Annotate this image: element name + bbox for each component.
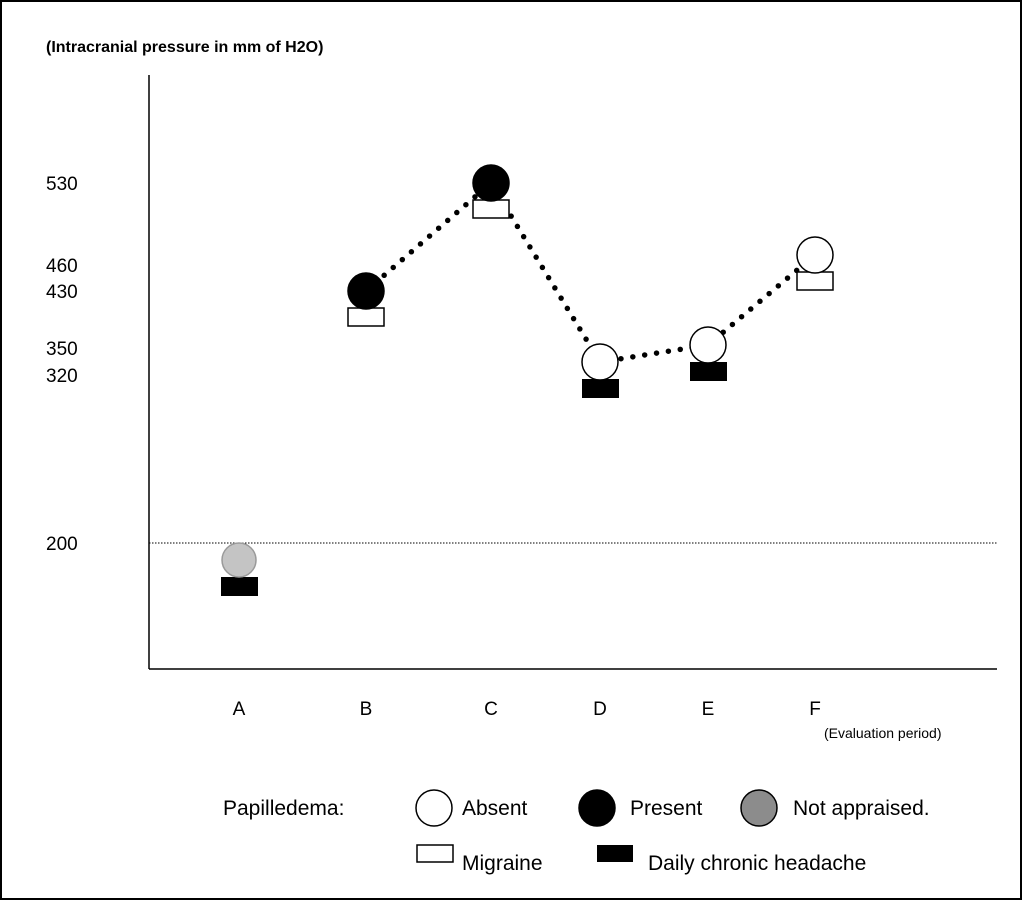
y-tick-460: 460	[46, 256, 78, 277]
x-category-labels: A B C D E F	[233, 699, 821, 720]
papilledema-marker-c	[472, 164, 510, 202]
legend-daily: Daily chronic headache	[648, 852, 866, 875]
data-marks	[221, 164, 834, 596]
headache-marker-c	[472, 199, 510, 219]
papilledema-marker-f	[796, 236, 834, 274]
trend-dotted-line	[363, 178, 818, 366]
y-tick-320: 320	[46, 366, 78, 387]
legend-absent-marker	[415, 789, 453, 827]
chart-title: (Intracranial pressure in mm of H2O)	[46, 39, 323, 56]
y-tick-530: 530	[46, 174, 78, 195]
y-tick-350: 350	[46, 339, 78, 360]
headache-marker-e	[690, 362, 727, 381]
legend-present: Present	[630, 797, 703, 820]
y-tick-200: 200	[46, 534, 78, 555]
legend-daily-marker	[597, 845, 633, 862]
papilledema-marker-d	[581, 343, 619, 381]
headache-marker-f	[796, 271, 834, 291]
headache-marker-b	[347, 307, 385, 327]
papilledema-marker-a	[221, 542, 257, 578]
legend-absent: Absent	[462, 797, 528, 820]
headache-marker-d	[582, 379, 619, 398]
papilledema-marker-b	[347, 272, 385, 310]
legend-migraine-marker	[416, 844, 454, 863]
legend-papilledema-label: Papilledema:	[223, 797, 344, 820]
x-axis-note: (Evaluation period)	[824, 725, 942, 741]
legend-migraine: Migraine	[462, 852, 543, 875]
y-tick-labels: 530 460 430 350 320 200	[46, 174, 78, 555]
y-tick-430: 430	[46, 282, 78, 303]
x-category-c: C	[484, 699, 498, 720]
x-category-a: A	[233, 699, 246, 720]
legend-not-appraised: Not appraised.	[793, 797, 930, 820]
x-category-e: E	[702, 699, 715, 720]
x-category-d: D	[593, 699, 607, 720]
legend-not-appraised-marker	[740, 789, 778, 827]
headache-marker-a	[221, 577, 258, 596]
papilledema-marker-e	[689, 326, 727, 364]
legend: Papilledema: Absent Present Not appraise…	[223, 789, 930, 875]
legend-present-marker	[578, 789, 616, 827]
x-category-f: F	[809, 699, 821, 720]
x-category-b: B	[360, 699, 373, 720]
